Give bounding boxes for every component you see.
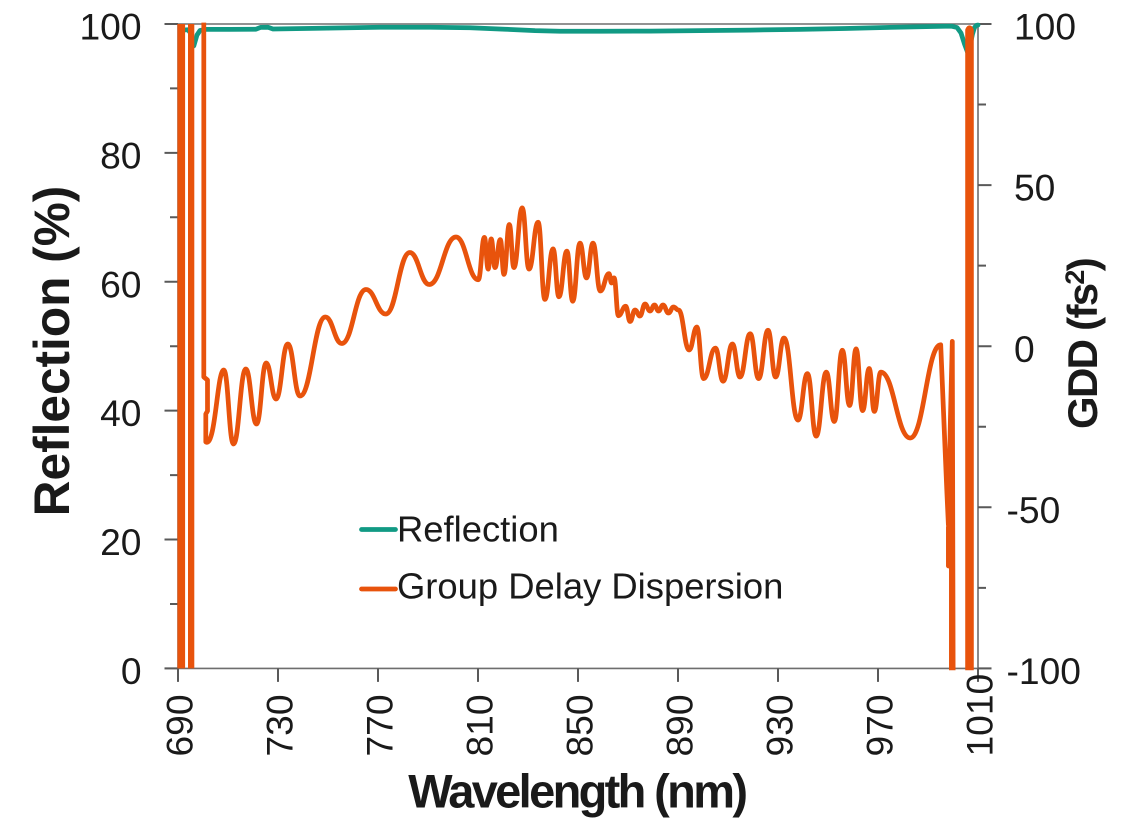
svg-text:100: 100 xyxy=(1014,6,1076,48)
svg-text:690: 690 xyxy=(158,694,200,756)
svg-text:890: 890 xyxy=(658,694,700,756)
svg-text:810: 810 xyxy=(458,694,500,756)
svg-text:Reflection (%): Reflection (%) xyxy=(24,186,80,517)
svg-text:Wavelength (nm): Wavelength (nm) xyxy=(408,765,746,818)
svg-text:730: 730 xyxy=(258,694,300,756)
svg-text:850: 850 xyxy=(558,694,600,756)
svg-text:-100: -100 xyxy=(1007,650,1081,692)
svg-text:GDD (fs2): GDD (fs2) xyxy=(1059,259,1106,429)
svg-text:40: 40 xyxy=(100,392,141,434)
svg-text:0: 0 xyxy=(1014,328,1035,370)
svg-text:970: 970 xyxy=(858,694,900,756)
svg-text:50: 50 xyxy=(1014,167,1055,209)
svg-text:1010: 1010 xyxy=(958,674,1000,757)
svg-text:930: 930 xyxy=(758,694,800,756)
svg-text:20: 20 xyxy=(100,521,141,563)
svg-text:80: 80 xyxy=(100,135,141,177)
svg-text:Reflection: Reflection xyxy=(397,509,559,550)
svg-text:60: 60 xyxy=(100,263,141,305)
svg-text:770: 770 xyxy=(358,694,400,756)
svg-text:Group Delay Dispersion: Group Delay Dispersion xyxy=(397,566,783,607)
svg-text:100: 100 xyxy=(79,6,141,48)
svg-text:-50: -50 xyxy=(1007,489,1061,531)
svg-text:0: 0 xyxy=(121,650,142,692)
